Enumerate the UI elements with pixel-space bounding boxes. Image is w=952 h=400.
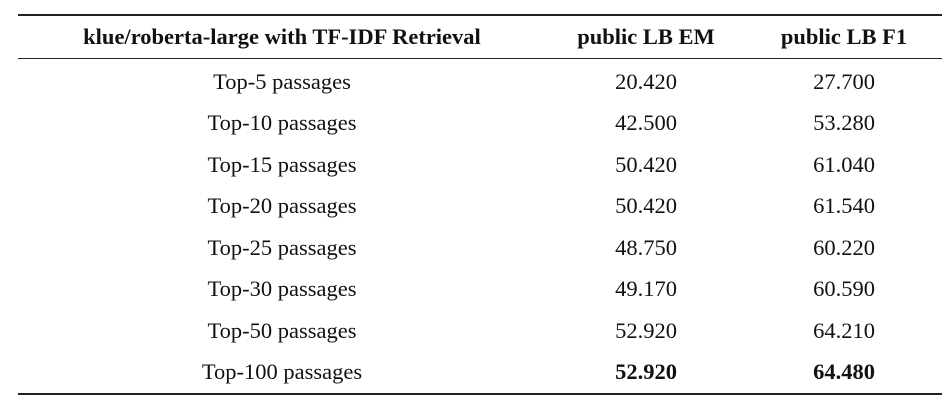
row-em: 49.170 (615, 276, 677, 302)
row-f1: 27.700 (813, 68, 875, 94)
header-row: klue/roberta-large with TF-IDF Retrieval… (18, 15, 942, 59)
row-em: 42.500 (615, 110, 677, 136)
row-em: 50.420 (615, 193, 677, 219)
row-em-best: 52.920 (615, 359, 677, 385)
row-label: Top-30 passages (207, 276, 357, 302)
row-f1-best: 64.480 (813, 359, 875, 385)
row-em: 50.420 (615, 151, 677, 177)
row-f1: 64.210 (813, 317, 875, 343)
table-row: Top-25 passages 48.750 60.220 (18, 227, 942, 269)
row-em: 52.920 (615, 317, 677, 343)
table-row: Top-100 passages 52.920 64.480 (18, 352, 942, 394)
results-table: klue/roberta-large with TF-IDF Retrieval… (18, 14, 942, 395)
table-row: Top-15 passages 50.420 61.040 (18, 144, 942, 186)
table-header: klue/roberta-large with TF-IDF Retrieval… (18, 15, 942, 59)
row-label: Top-5 passages (213, 68, 351, 94)
row-f1: 60.220 (813, 234, 875, 260)
header-em: public LB EM (577, 24, 715, 49)
row-f1: 53.280 (813, 110, 875, 136)
row-label: Top-50 passages (207, 317, 357, 343)
row-label: Top-20 passages (207, 193, 357, 219)
header-model: klue/roberta-large with TF-IDF Retrieval (83, 24, 481, 49)
table-row: Top-30 passages 49.170 60.590 (18, 269, 942, 311)
row-label: Top-100 passages (201, 359, 363, 385)
table-body: Top-5 passages 20.420 27.700 Top-10 pass… (18, 59, 942, 394)
header-f1: public LB F1 (780, 24, 908, 49)
row-label: Top-25 passages (207, 234, 357, 260)
table-row: Top-10 passages 42.500 53.280 (18, 103, 942, 145)
table-row: Top-20 passages 50.420 61.540 (18, 186, 942, 228)
row-label: Top-15 passages (207, 151, 357, 177)
row-f1: 61.540 (813, 193, 875, 219)
row-f1: 60.590 (813, 276, 875, 302)
results-table-container: klue/roberta-large with TF-IDF Retrieval… (18, 14, 942, 395)
row-em: 20.420 (615, 68, 677, 94)
table-row: Top-50 passages 52.920 64.210 (18, 310, 942, 352)
row-em: 48.750 (615, 234, 677, 260)
table-row: Top-5 passages 20.420 27.700 (18, 59, 942, 103)
row-label: Top-10 passages (207, 110, 357, 136)
row-f1: 61.040 (813, 151, 875, 177)
